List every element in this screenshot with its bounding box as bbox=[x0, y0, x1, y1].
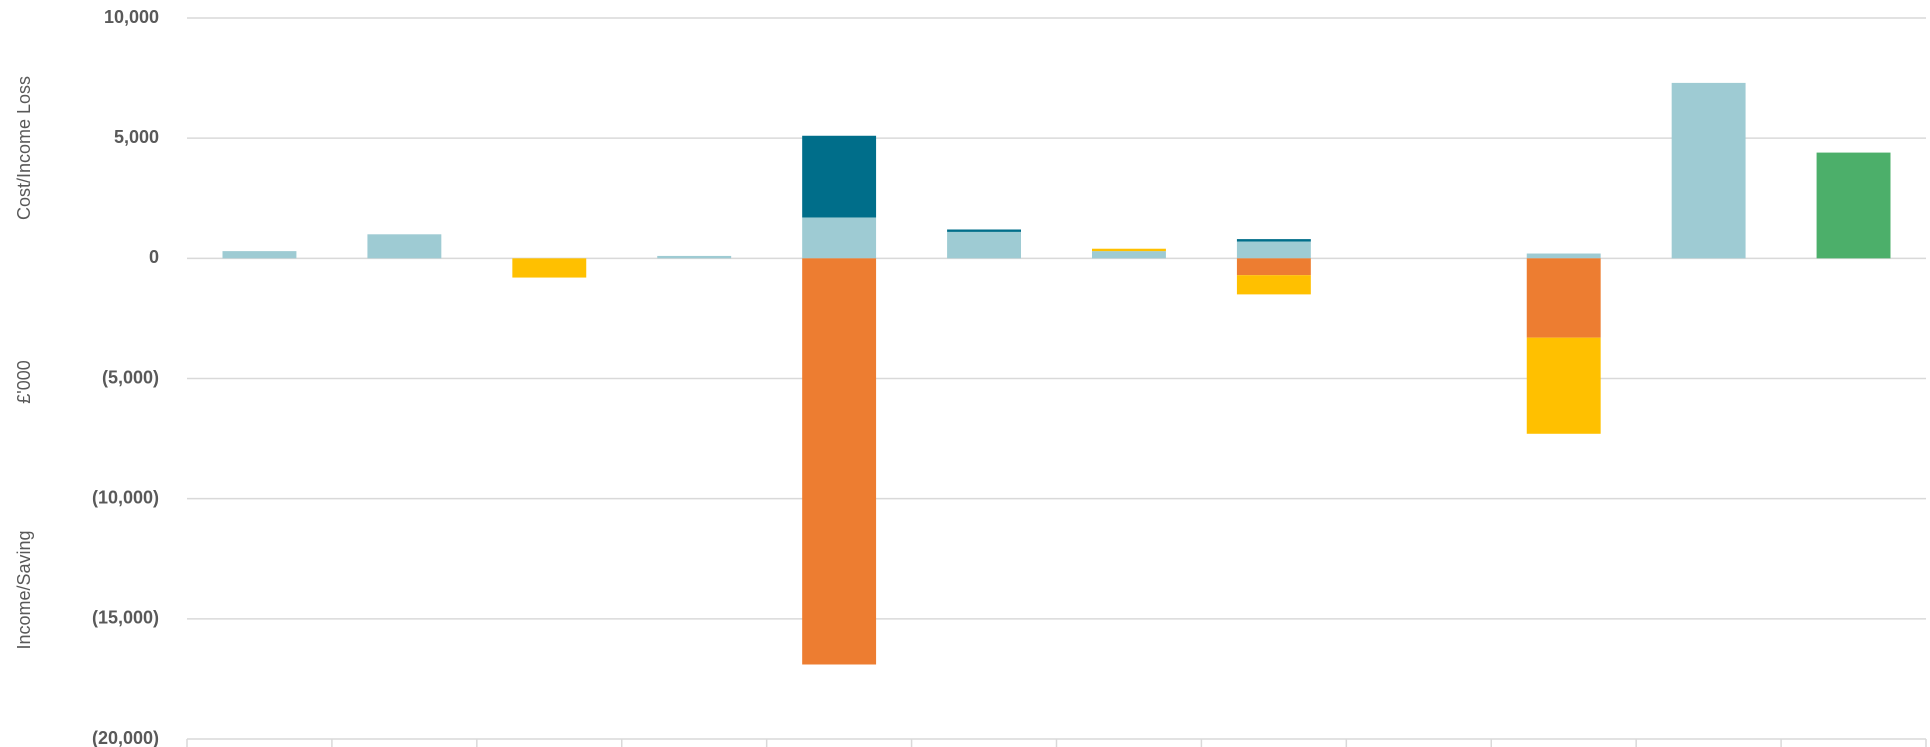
bar-segment bbox=[1236, 275, 1311, 295]
bar-segment bbox=[947, 229, 1021, 232]
bar-segment bbox=[367, 234, 442, 259]
bar-segment bbox=[1236, 241, 1311, 259]
bar-segment bbox=[1526, 337, 1601, 434]
bar-segment bbox=[1526, 258, 1601, 338]
bar-segment bbox=[1671, 82, 1746, 259]
bar-segment bbox=[1236, 258, 1311, 276]
bar-segment bbox=[1816, 152, 1891, 259]
bar-segment bbox=[802, 258, 877, 665]
bar-segment bbox=[1092, 248, 1166, 252]
bar-segment bbox=[512, 258, 587, 278]
y-tick-label: 0 bbox=[149, 247, 159, 267]
bar-segment bbox=[657, 255, 732, 259]
bar-segment bbox=[1092, 251, 1166, 259]
bar-segment bbox=[1236, 239, 1311, 242]
bar-segment bbox=[802, 135, 877, 218]
bar-segment bbox=[222, 251, 297, 259]
y-tick-label: (10,000) bbox=[92, 487, 159, 507]
y-tick-label: 10,000 bbox=[104, 7, 159, 27]
y-axis-label: £'000 bbox=[14, 360, 34, 403]
bar-segment bbox=[947, 231, 1021, 259]
y-tick-label: (5,000) bbox=[102, 367, 159, 387]
y-axis-label: Cost/Income Loss bbox=[14, 76, 34, 220]
bar-segment bbox=[1526, 253, 1601, 259]
y-tick-label: 5,000 bbox=[114, 127, 159, 147]
bar-segment bbox=[802, 217, 877, 259]
y-tick-label: (15,000) bbox=[92, 608, 159, 628]
y-axis-label: Income/Saving bbox=[14, 530, 34, 649]
y-tick-label: (20,000) bbox=[92, 728, 159, 747]
